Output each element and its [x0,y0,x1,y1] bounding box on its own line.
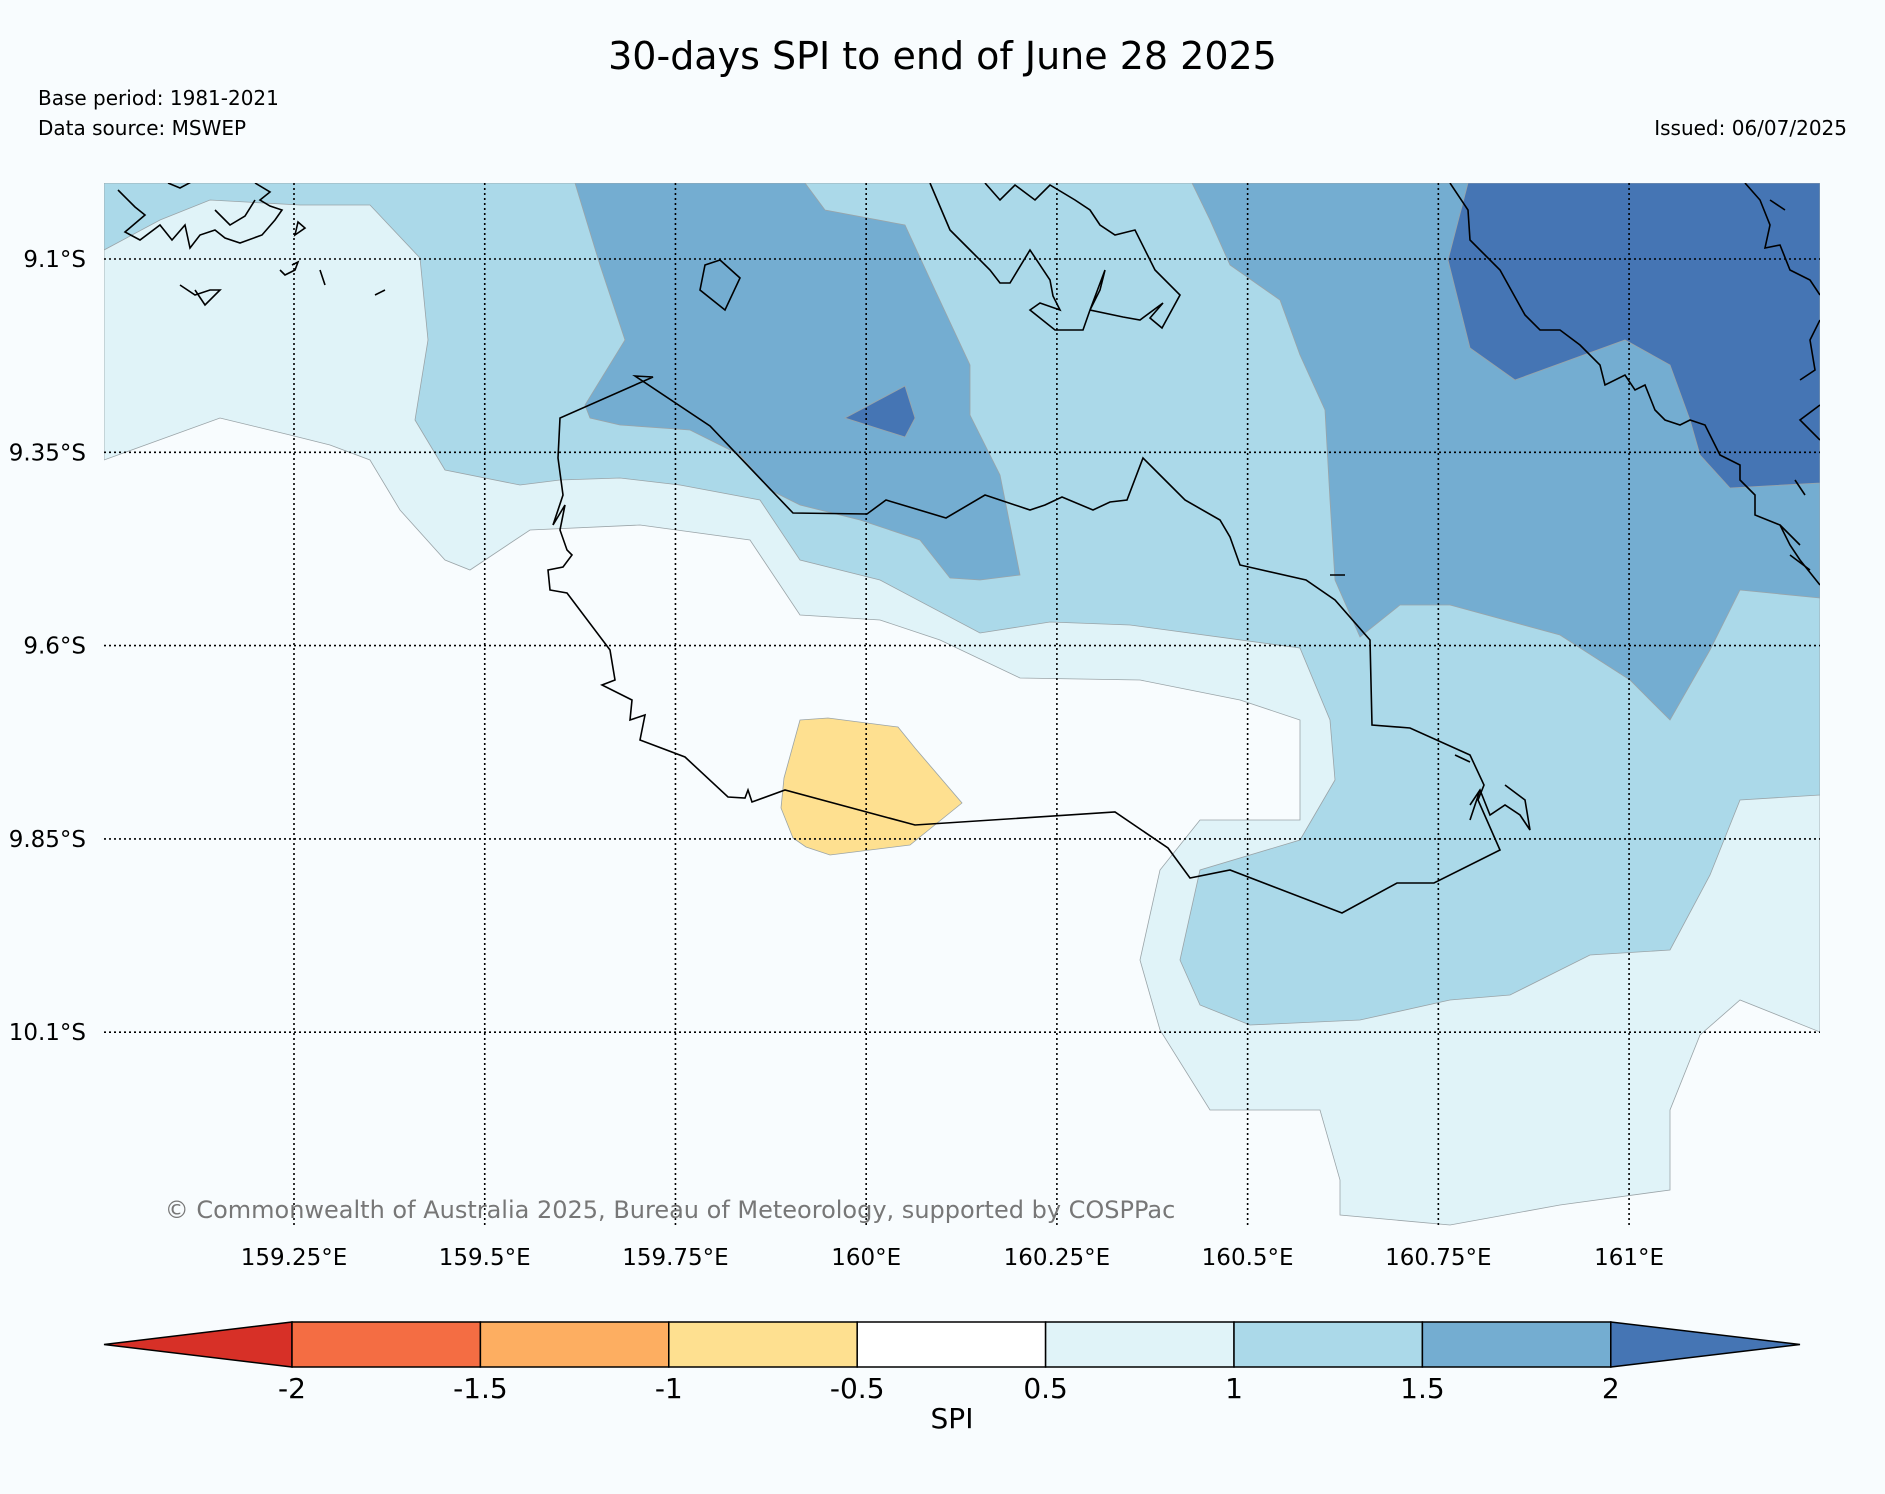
coastline-main-island [547,375,1502,914]
colorbar-tick-labels: -2 -1.5 -1 -0.5 0.5 1 1.5 2 [278,1372,1620,1405]
lat-tick-label: 9.6°S [23,634,86,660]
spi-contour-neg1-neg0.5 [780,717,963,856]
colorbar-tick: -2 [278,1372,306,1405]
lon-tick-label: 159.5°E [439,1245,531,1271]
colorbar-tick: -0.5 [830,1372,885,1405]
spi-contour-1.5-2-north [574,183,1021,581]
longitude-tick-labels: 159.25°E 159.5°E 159.75°E 160°E 160.25°E 160.… [241,1245,1664,1271]
latitude-tick-labels: 9.1°S 9.35°S 9.6°S 9.85°S 10.1°S [9,247,86,1046]
coastline-east-2 [1744,183,1820,441]
coastline-east-islets [1330,574,1531,831]
lat-tick-label: 9.85°S [9,827,86,853]
spi-contour-gt-2-small [843,385,916,438]
gridlines [104,183,1820,1228]
lon-tick-label: 159.25°E [241,1245,348,1271]
colorbar-extend-high [1610,1321,1801,1368]
colorbar-segment [856,1321,1047,1368]
coastline-east [1449,183,1820,586]
lon-tick-label: 160.25°E [1004,1245,1111,1271]
issued-date-text: Issued: 06/07/2025 [1654,116,1847,140]
colorbar-tick: 2 [1602,1372,1620,1405]
base-period-text: Base period: 1981-2021 [38,86,279,110]
colorbar-tick: 0.5 [1023,1372,1068,1405]
colorbar-segment [1421,1321,1612,1368]
colorbar-segment [1044,1321,1235,1368]
copyright-text: © Commonwealth of Australia 2025, Bureau… [165,1196,1176,1224]
lon-tick-label: 160°E [831,1245,901,1271]
lon-tick-label: 159.75°E [622,1245,729,1271]
colorbar-segment [479,1321,670,1368]
coastline-northwest-islands [117,183,386,307]
colorbar-tick: -1 [655,1372,683,1405]
lat-tick-label: 10.1°S [9,1020,86,1046]
lon-tick-label: 161°E [1594,1245,1664,1271]
data-source-text: Data source: MSWEP [38,116,247,140]
colorbar-extend-low [103,1321,293,1368]
coastlines [117,183,1820,914]
lon-tick-label: 160.75°E [1385,1245,1492,1271]
coastline-small-island-1 [699,259,741,312]
colorbar-segment [1233,1321,1424,1368]
coastline-east-islets-2 [1779,479,1811,571]
colorbar-title: SPI [931,1402,974,1435]
map-title: 30-days SPI to end of June 28 2025 [608,34,1277,78]
colorbar-segment [291,1321,482,1368]
lat-tick-label: 9.1°S [23,247,86,273]
spi-colorbar [103,1321,1801,1368]
lat-tick-label: 9.35°S [9,440,86,466]
coastline-northern-islands [929,183,1181,331]
colorbar-tick: 1 [1225,1372,1243,1405]
colorbar-tick: 1.5 [1400,1372,1445,1405]
lon-tick-label: 160.5°E [1202,1245,1294,1271]
colorbar-segment [668,1321,858,1368]
colorbar-tick: -1.5 [453,1372,508,1405]
